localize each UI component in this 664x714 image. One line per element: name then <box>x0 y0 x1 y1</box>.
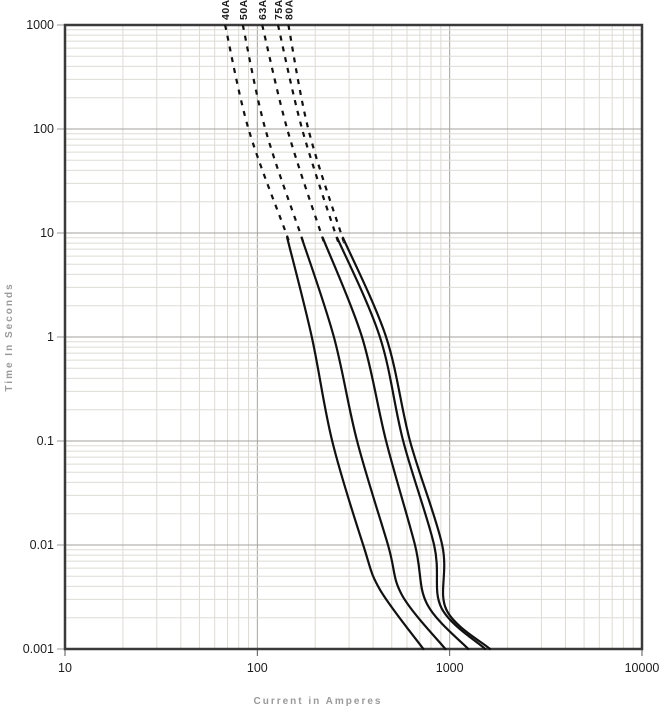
curve-label-40A: 40A <box>220 0 232 20</box>
y-tick-label: 10 <box>40 226 54 240</box>
y-tick-label: 0.1 <box>37 434 54 448</box>
curve-50A-solid <box>300 236 447 651</box>
curve-label-75A: 75A <box>273 0 285 20</box>
y-tick-label: 0.001 <box>23 642 54 656</box>
x-tick-label: 100 <box>247 661 268 675</box>
y-axis-title: Time In Seconds <box>4 282 15 391</box>
x-tick-label: 10 <box>58 661 72 675</box>
y-tick-label: 1 <box>47 330 54 344</box>
curve-label-63A: 63A <box>257 0 269 20</box>
curve-75A-solid <box>336 236 487 651</box>
plot-border <box>63 23 644 651</box>
x-tick-label: 1000 <box>436 661 464 675</box>
grid <box>64 24 643 650</box>
curves <box>224 24 492 651</box>
y-tick-label: 0.01 <box>30 538 54 552</box>
y-tick-label: 100 <box>33 122 54 136</box>
curve-80A-solid <box>341 236 492 651</box>
x-axis-title: Current in Amperes <box>254 696 383 707</box>
y-tick-label: 1000 <box>26 18 54 32</box>
x-tick-label: 10000 <box>625 661 660 675</box>
curve-label-50A: 50A <box>238 0 250 20</box>
tick-labels: 10 100 1000 10000 1000 100 10 1 0.1 0.01 0.001 40A 5… <box>23 0 660 675</box>
curve-40A-solid <box>286 236 425 651</box>
axis-ticks <box>57 24 643 656</box>
curve-63A-solid <box>321 236 470 651</box>
curve-label-80A: 80A <box>283 0 295 20</box>
